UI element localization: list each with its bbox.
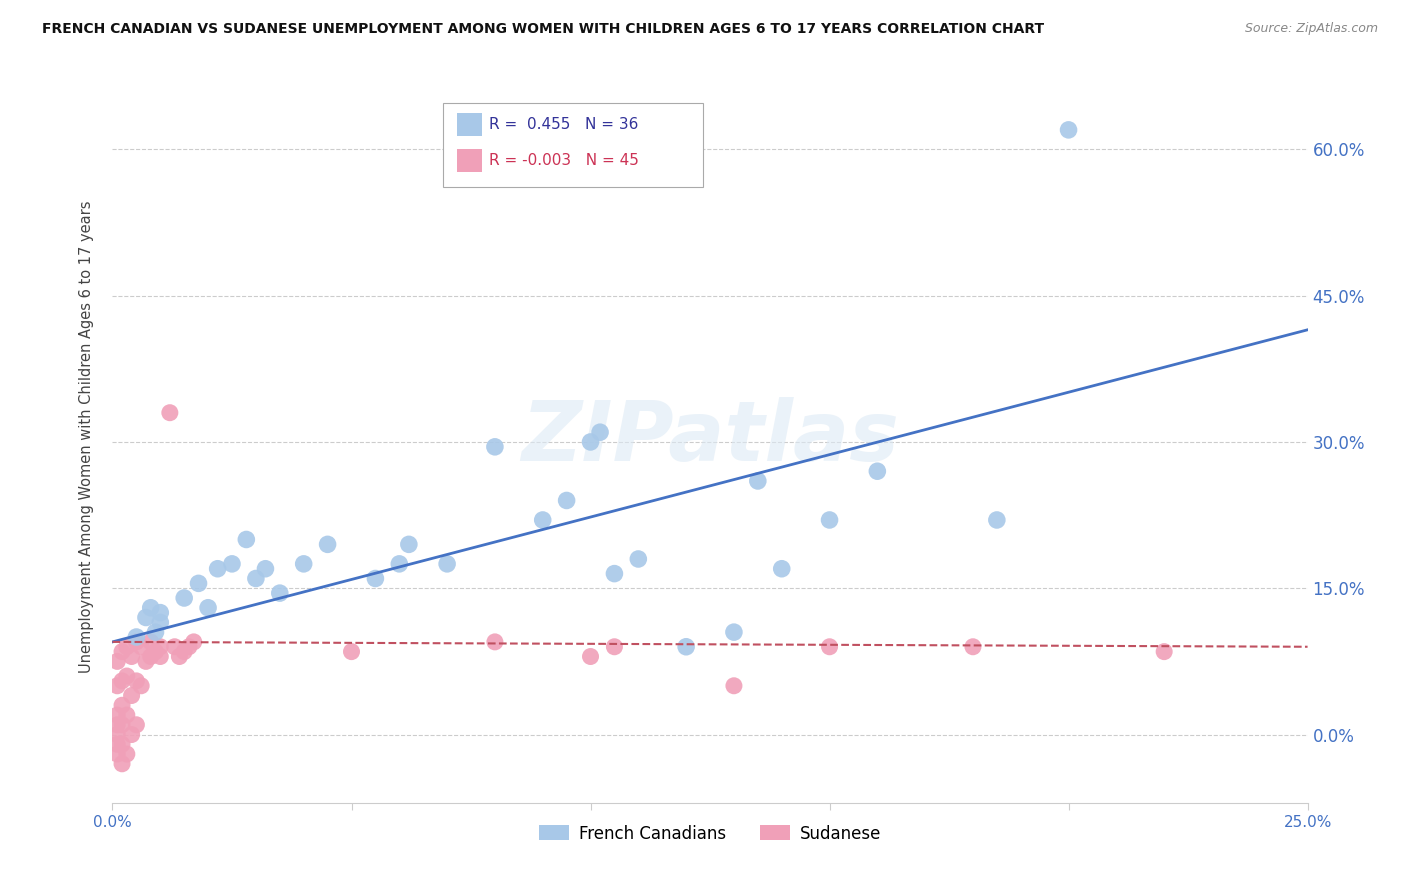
Point — [129, 679, 152, 693]
Point — [235, 533, 257, 547]
Point — [364, 572, 387, 586]
Point — [129, 640, 152, 654]
Point — [139, 635, 162, 649]
Point — [1057, 123, 1080, 137]
Point — [105, 654, 128, 668]
Point — [254, 562, 277, 576]
Point — [145, 625, 167, 640]
Point — [139, 649, 162, 664]
Point — [145, 645, 167, 659]
Point — [388, 557, 411, 571]
Point — [986, 513, 1008, 527]
Point — [531, 513, 554, 527]
Point — [121, 649, 143, 664]
Point — [163, 640, 186, 654]
Point — [484, 635, 506, 649]
Point — [177, 640, 200, 654]
Point — [105, 737, 128, 751]
Point — [105, 727, 128, 741]
Point — [149, 649, 172, 664]
Point — [292, 557, 315, 571]
Point — [149, 640, 172, 654]
Point — [125, 635, 148, 649]
Point — [818, 513, 841, 527]
Point — [183, 635, 205, 649]
Point — [484, 440, 506, 454]
Point — [555, 493, 578, 508]
Point — [436, 557, 458, 571]
Point — [139, 600, 162, 615]
Point — [121, 689, 143, 703]
Point — [105, 679, 128, 693]
Point — [125, 630, 148, 644]
Point — [245, 572, 267, 586]
Point — [115, 640, 138, 654]
Point — [115, 708, 138, 723]
Point — [125, 718, 148, 732]
Text: Source: ZipAtlas.com: Source: ZipAtlas.com — [1244, 22, 1378, 36]
Point — [149, 606, 172, 620]
Point — [111, 718, 134, 732]
Point — [589, 425, 612, 440]
Point — [187, 576, 209, 591]
Point — [627, 552, 650, 566]
Point — [770, 562, 793, 576]
Point — [579, 434, 602, 449]
Point — [111, 737, 134, 751]
Text: ZIPatlas: ZIPatlas — [522, 397, 898, 477]
Point — [579, 649, 602, 664]
Point — [173, 645, 195, 659]
Point — [149, 615, 172, 630]
Point — [169, 649, 191, 664]
Text: R =  0.455   N = 36: R = 0.455 N = 36 — [489, 118, 638, 132]
Point — [603, 566, 626, 581]
Text: R = -0.003   N = 45: R = -0.003 N = 45 — [489, 153, 640, 168]
Point — [105, 747, 128, 761]
Point — [603, 640, 626, 654]
Point — [105, 708, 128, 723]
Point — [747, 474, 769, 488]
Point — [723, 679, 745, 693]
Point — [105, 718, 128, 732]
Point — [121, 727, 143, 741]
Point — [197, 600, 219, 615]
Y-axis label: Unemployment Among Women with Children Ages 6 to 17 years: Unemployment Among Women with Children A… — [79, 201, 94, 673]
Point — [135, 654, 157, 668]
Point — [340, 645, 363, 659]
Point — [207, 562, 229, 576]
Point — [221, 557, 243, 571]
Point — [173, 591, 195, 605]
Point — [269, 586, 291, 600]
Point — [135, 610, 157, 624]
Point — [866, 464, 889, 478]
Point — [111, 673, 134, 688]
Point — [1153, 645, 1175, 659]
Text: FRENCH CANADIAN VS SUDANESE UNEMPLOYMENT AMONG WOMEN WITH CHILDREN AGES 6 TO 17 : FRENCH CANADIAN VS SUDANESE UNEMPLOYMENT… — [42, 22, 1045, 37]
Point — [125, 673, 148, 688]
Point — [398, 537, 420, 551]
Point — [115, 669, 138, 683]
Point — [111, 698, 134, 713]
Point — [818, 640, 841, 654]
Point — [316, 537, 339, 551]
Point — [675, 640, 697, 654]
Point — [115, 747, 138, 761]
Point — [962, 640, 984, 654]
Point — [723, 625, 745, 640]
Point — [159, 406, 181, 420]
Point — [111, 645, 134, 659]
Legend: French Canadians, Sudanese: French Canadians, Sudanese — [533, 818, 887, 849]
Point — [111, 756, 134, 771]
